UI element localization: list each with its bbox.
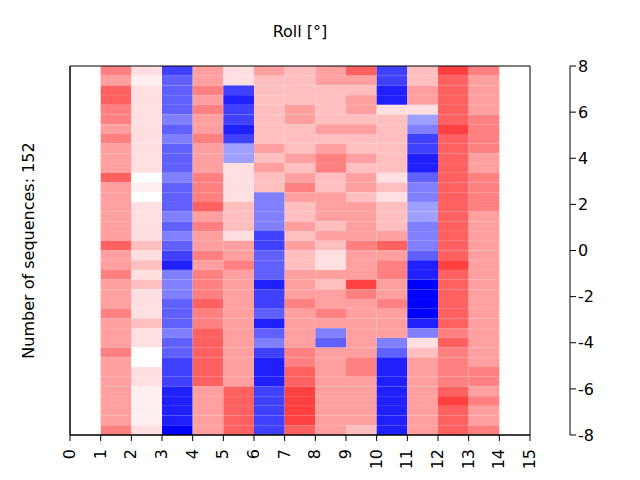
svg-text:-4: -4 [578,333,594,352]
svg-text:4: 4 [183,449,202,459]
svg-text:2: 2 [121,449,140,459]
svg-text:7: 7 [275,449,294,459]
svg-text:8: 8 [305,449,324,459]
svg-text:9: 9 [336,449,355,459]
svg-text:0: 0 [60,449,79,459]
svg-text:6: 6 [244,449,263,459]
svg-text:8: 8 [578,57,588,76]
svg-text:13: 13 [459,449,478,469]
html-text:Roll [°]: Roll [°] [272,22,328,41]
svg-text:12: 12 [428,449,447,469]
svg-text:-8: -8 [578,426,594,445]
svg-text:0: 0 [578,241,588,260]
svg-text:Number of sequences: 152: Number of sequences: 152 [19,142,38,358]
svg-text:3: 3 [152,449,171,459]
svg-text:11: 11 [397,449,416,469]
svg-text:15: 15 [520,449,539,469]
svg-text:5: 5 [213,449,232,459]
svg-text:-6: -6 [578,380,594,399]
svg-text:2: 2 [578,195,588,214]
svg-text:14: 14 [489,449,508,469]
svg-text:-2: -2 [578,287,594,306]
svg-text:4: 4 [578,149,588,168]
svg-text:10: 10 [367,449,386,469]
svg-text:6: 6 [578,103,588,122]
svg-text:1: 1 [91,449,110,459]
